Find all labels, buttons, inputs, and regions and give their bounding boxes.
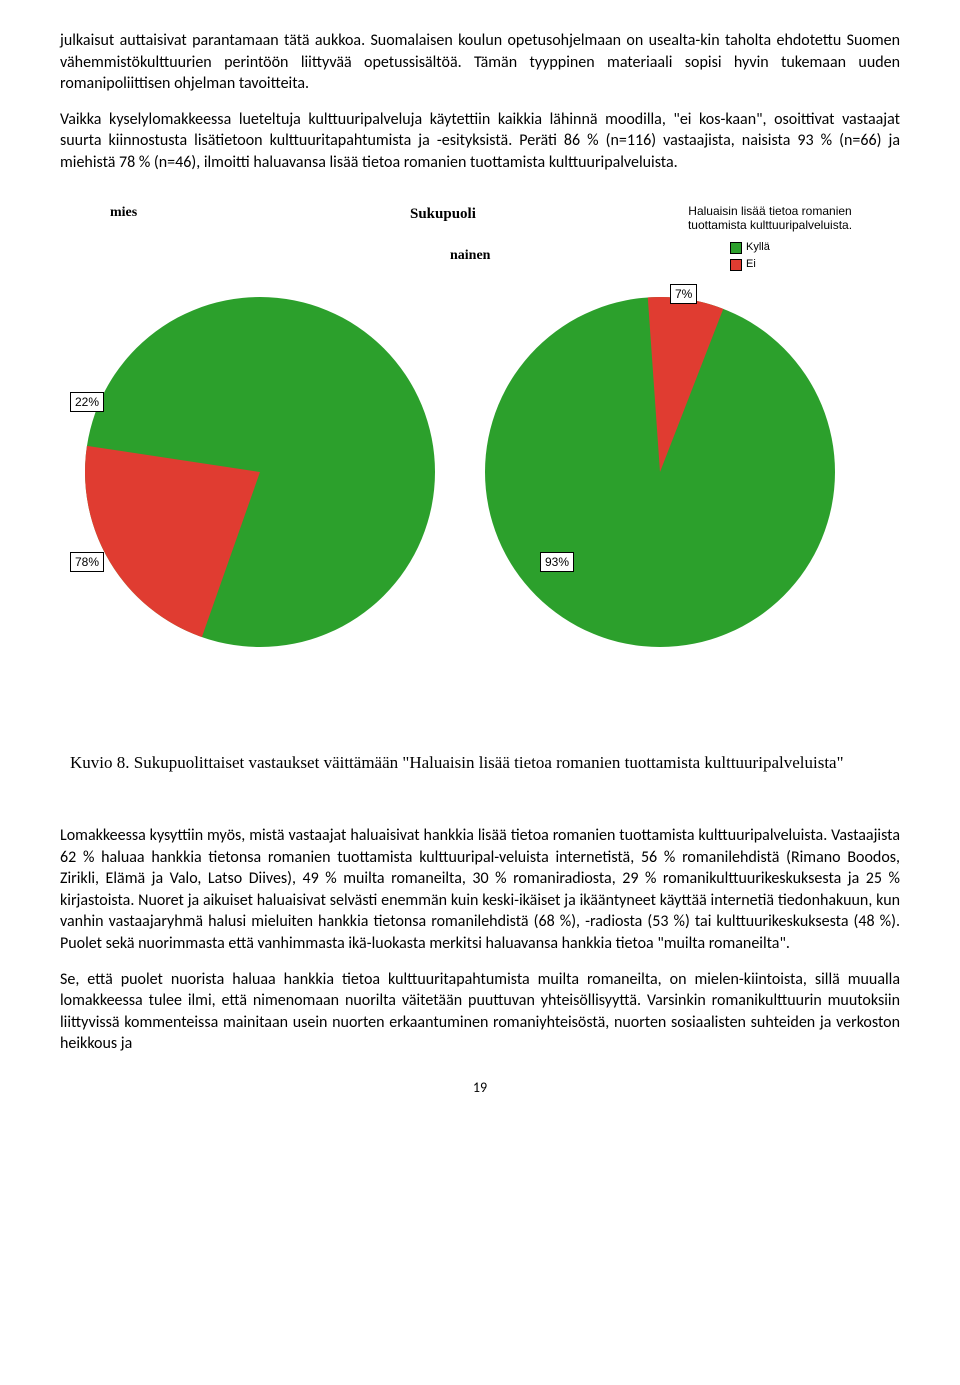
legend-no-swatch — [730, 259, 742, 271]
pie-right: 7% 93% — [480, 292, 840, 652]
pie-right-svg — [480, 292, 840, 652]
chart-header-row: mies Sukupuoli Haluaisin lisää tietoa ro… — [70, 204, 890, 233]
chart-figure: mies Sukupuoli Haluaisin lisää tietoa ro… — [70, 204, 890, 775]
chart-legend: Kyllä Ei — [730, 240, 770, 272]
paragraph-1: julkaisut auttaisivat parantamaan tätä a… — [60, 30, 900, 95]
legend-yes: Kyllä — [730, 240, 770, 255]
pie-left: 22% 78% — [80, 292, 440, 652]
pie-left-svg — [80, 292, 440, 652]
chart-second-header: nainen Kyllä Ei — [70, 240, 890, 272]
column-label-mies: mies — [70, 204, 410, 223]
chart-question: Haluaisin lisää tietoa romanien tuottami… — [670, 204, 870, 233]
legend-no-label: Ei — [746, 257, 756, 272]
legend-no: Ei — [730, 257, 770, 272]
pie-left-label-yes: 78% — [70, 552, 104, 572]
paragraph-3: Lomakkeessa kysyttiin myös, mistä vastaa… — [60, 825, 900, 955]
chart-group-title: Sukupuoli — [410, 204, 670, 224]
pie-row: 22% 78% 7% 93% — [70, 292, 890, 652]
column-label-nainen: nainen — [450, 247, 730, 266]
pie-left-label-no: 22% — [70, 392, 104, 412]
paragraph-4: Se, että puolet nuorista haluaa hankkia … — [60, 969, 900, 1055]
chart-caption: Kuvio 8. Sukupuolittaiset vastaukset väi… — [70, 752, 890, 775]
pie-right-label-no: 7% — [670, 284, 697, 304]
paragraph-2: Vaikka kyselylomakkeessa lueteltuja kult… — [60, 109, 900, 174]
legend-yes-label: Kyllä — [746, 240, 770, 255]
page-number: 19 — [60, 1079, 900, 1098]
pie-right-label-yes: 93% — [540, 552, 574, 572]
legend-yes-swatch — [730, 242, 742, 254]
